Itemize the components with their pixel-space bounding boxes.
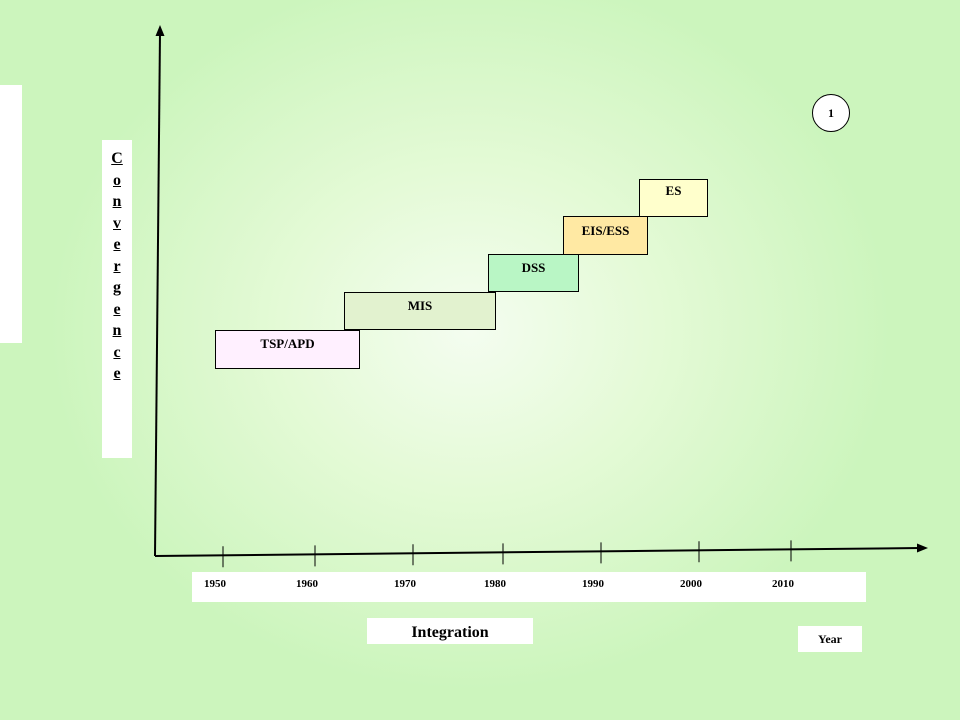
convergence-letter: c xyxy=(113,343,121,361)
convergence-letter: g xyxy=(113,279,121,296)
stage-es: ES xyxy=(639,179,708,217)
x-axis xyxy=(154,547,921,557)
convergence-letter: o xyxy=(113,171,121,189)
x-axis-arrow xyxy=(917,543,928,553)
integration-label: Integration xyxy=(367,618,533,644)
year-label-1980: 1980 xyxy=(484,578,506,590)
year-unit-label: Year xyxy=(798,626,862,652)
side-strip xyxy=(0,85,22,343)
y-axis xyxy=(154,31,161,557)
year-label-1950: 1950 xyxy=(204,578,226,590)
convergence-letter: C xyxy=(111,150,123,167)
convergence-letter: e xyxy=(113,236,121,253)
convergence-letter: e xyxy=(113,300,121,318)
convergence-letter: n xyxy=(112,322,122,339)
year-strip xyxy=(192,572,866,602)
convergence-letter: r xyxy=(113,257,121,275)
year-label-1990: 1990 xyxy=(582,578,604,590)
stage-dss: DSS xyxy=(488,254,579,292)
year-label-2000: 2000 xyxy=(680,578,702,590)
convergence-letter: v xyxy=(113,214,121,232)
convergence-letter: n xyxy=(112,193,122,210)
y-axis-arrow xyxy=(155,25,165,36)
year-label-2010: 2010 xyxy=(772,578,794,590)
convergence-letter: e xyxy=(113,365,121,382)
year-ticks xyxy=(222,540,792,568)
stage-mis: MIS xyxy=(344,292,496,330)
page-number-badge: 1 xyxy=(812,94,850,132)
stage-tsp-apd: TSP/APD xyxy=(215,330,360,369)
year-label-1960: 1960 xyxy=(296,578,318,590)
year-label-1970: 1970 xyxy=(394,578,416,590)
stage-eis-ess: EIS/ESS xyxy=(563,216,648,255)
